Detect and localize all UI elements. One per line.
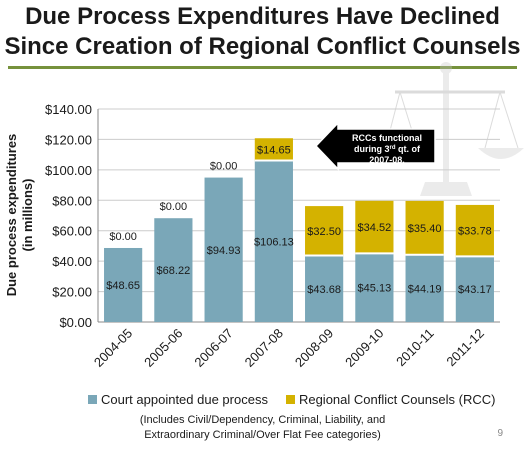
y-axis-title-line-1: Due process expenditures (4, 134, 19, 297)
x-tick-label: 2008-09 (292, 326, 336, 370)
page-number: 9 (497, 428, 503, 439)
title-divider (8, 66, 517, 69)
callout-line-2-post: qt. of (396, 144, 421, 154)
bar-rcc (455, 204, 494, 257)
legend-item-rcc: Regional Conflict Counsels (RCC) (285, 392, 496, 407)
y-tick-label: $20.00 (52, 285, 92, 300)
data-label-rcc: $0.00 (109, 231, 137, 243)
title-line-2: Since Creation of Regional Conflict Coun… (4, 33, 521, 60)
x-tick-label: 2005-06 (141, 326, 185, 370)
data-label-rcc: $34.52 (358, 222, 392, 234)
y-tick-label: $120.00 (45, 132, 92, 147)
data-label-court: $44.19 (408, 283, 442, 295)
data-labels: $0.00 $48.65 $0.00 $68.22 $0.00 $94.93 $14.65 $… (106, 144, 491, 296)
x-tick-label: 2010-11 (393, 326, 437, 370)
bar-rcc (305, 206, 344, 256)
y-tick-labels: $0.00 $20.00 $40.00 $60.00 $80.00 $100.00 $120… (45, 102, 92, 330)
legend-label-court: Court appointed due process (101, 392, 268, 407)
x-tick-labels: 2004-05 2005-06 2006-07 2007-08 2008-09 2009-… (91, 326, 487, 370)
footnote-line-2: Extraordinary Criminal/Over Flat Fee cat… (144, 429, 381, 441)
data-label-court: $94.93 (207, 245, 241, 257)
title-line-1: Due Process Expenditures Have Declined (25, 3, 500, 30)
y-tick-label: $140.00 (45, 102, 92, 117)
callout-line-2-sup: rd (390, 145, 396, 151)
data-label-court: $106.13 (254, 236, 294, 248)
y-tick-label: $80.00 (52, 193, 92, 208)
bar-court (104, 247, 143, 322)
callout-line-2-pre: during 3 (354, 144, 390, 154)
bar-court (455, 256, 494, 322)
y-axis-title-line-2: (in millions) (20, 179, 35, 252)
callout-line-2: during 3rd qt. of (354, 144, 421, 154)
legend-label-rcc: Regional Conflict Counsels (RCC) (298, 392, 496, 407)
bar-court (154, 218, 193, 322)
data-label-court: $43.17 (458, 284, 492, 296)
bar-court (204, 177, 243, 322)
callout-line-3: 2007-08. (369, 155, 405, 165)
bar-rcc (254, 138, 293, 161)
bar-court (305, 255, 344, 322)
data-label-rcc: $14.65 (257, 144, 291, 156)
y-tick-label: $0.00 (59, 315, 92, 330)
bar-rcc (355, 200, 394, 254)
data-label-rcc: $35.40 (408, 223, 442, 235)
data-label-court: $45.13 (358, 283, 392, 295)
y-tick-label: $40.00 (52, 254, 92, 269)
bars (104, 138, 494, 322)
data-label-rcc: $33.78 (458, 226, 492, 238)
bar-court (405, 254, 444, 322)
legend-swatch-rcc (285, 395, 295, 404)
data-label-court: $43.68 (307, 284, 341, 296)
x-tick-label: 2004-05 (91, 326, 135, 370)
data-label-rcc: $32.50 (307, 226, 341, 238)
data-label-court: $68.22 (157, 265, 191, 277)
legend-swatch-court (88, 395, 97, 404)
data-label-court: $48.65 (106, 280, 140, 292)
bar-rcc (405, 200, 444, 255)
slide-title: Due Process Expenditures Have Declined S… (0, 2, 525, 62)
bar-court (254, 160, 293, 322)
legend-item-court: Court appointed due process (88, 392, 268, 407)
y-tick-label: $60.00 (52, 224, 92, 239)
x-tick-label: 2011-12 (443, 326, 487, 370)
x-tick-label: 2006-07 (191, 326, 235, 370)
x-tick-label: 2009-10 (342, 326, 386, 370)
rcc-callout: RCCs functional during 3rd qt. of 2007-0… (314, 121, 436, 171)
footnote: (Includes Civil/Dependency, Criminal, Li… (0, 413, 525, 443)
x-tick-label: 2007-08 (242, 326, 286, 370)
callout-line-1: RCCs functional (352, 133, 422, 143)
footnote-line-1: (Includes Civil/Dependency, Criminal, Li… (139, 414, 386, 426)
data-label-rcc: $0.00 (210, 161, 238, 173)
data-label-rcc: $0.00 (160, 201, 188, 213)
chart-legend: Court appointed due process Regional Con… (88, 392, 513, 407)
bar-court (355, 253, 394, 322)
y-tick-label: $100.00 (45, 163, 92, 178)
callout-arrow-icon (314, 121, 436, 171)
